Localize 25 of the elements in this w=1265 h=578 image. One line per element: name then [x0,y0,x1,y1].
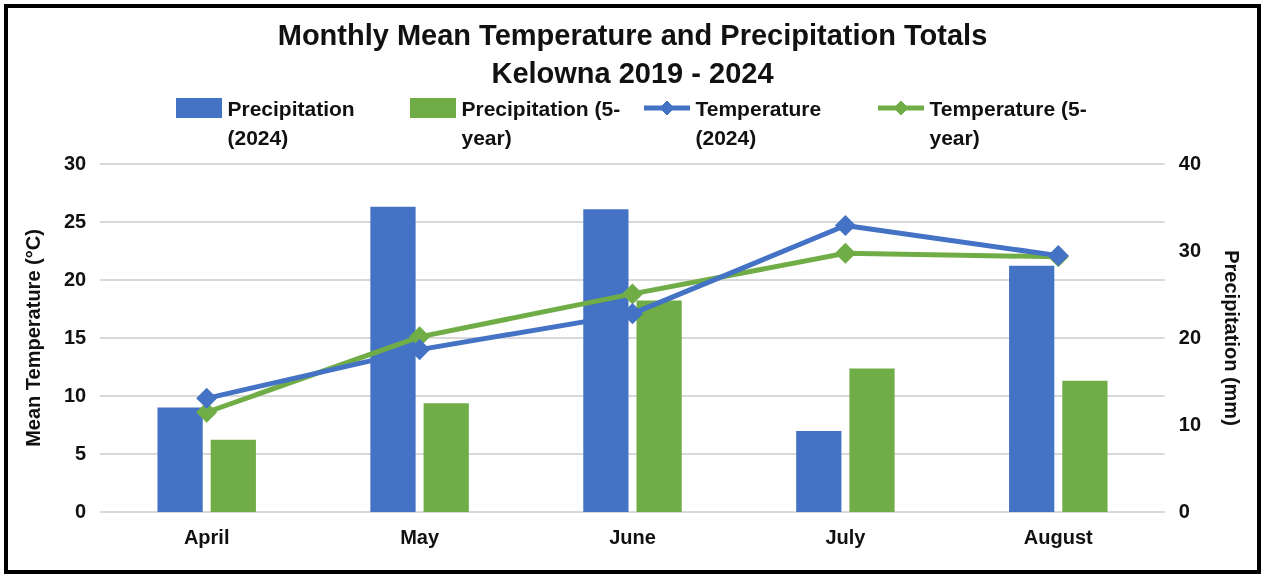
legend-label: Precipitation (2024) [227,96,356,151]
y2-tick-label: 20 [1178,325,1201,348]
x-tick-label: April [183,525,230,548]
y-tick-label: 5 [75,441,87,464]
y-tick-label: 0 [75,499,87,522]
chart-subtitle: Kelowna 2019 - 2024 [490,56,775,91]
y2-axis-title: Precipitation (mm) [1221,250,1244,426]
y-tick-label: 15 [64,325,87,348]
y2-tick-label: 10 [1178,412,1201,435]
y2-tick-label: 40 [1178,151,1201,174]
legend-label: Temperature (2024) [695,96,823,151]
legend-label: Precipitation (5-year) [461,96,622,151]
y-tick-label: 10 [64,383,87,406]
y2-tick-label: 0 [1178,499,1190,522]
legend-label: Temperature (5-year) [929,96,1088,151]
y-tick-label: 30 [64,151,87,174]
y2-tick-label: 30 [1178,238,1201,261]
x-tick-label: August [1023,525,1094,548]
x-tick-label: July [825,525,867,548]
x-tick-label: June [609,525,656,548]
y-axis-title: Mean Temperature (°C) [21,229,44,447]
y-tick-label: 20 [64,267,87,290]
y-tick-label: 25 [64,209,87,232]
x-tick-label: May [400,525,440,548]
chart-title: Monthly Mean Temperature and Precipitation Totals [276,18,989,53]
